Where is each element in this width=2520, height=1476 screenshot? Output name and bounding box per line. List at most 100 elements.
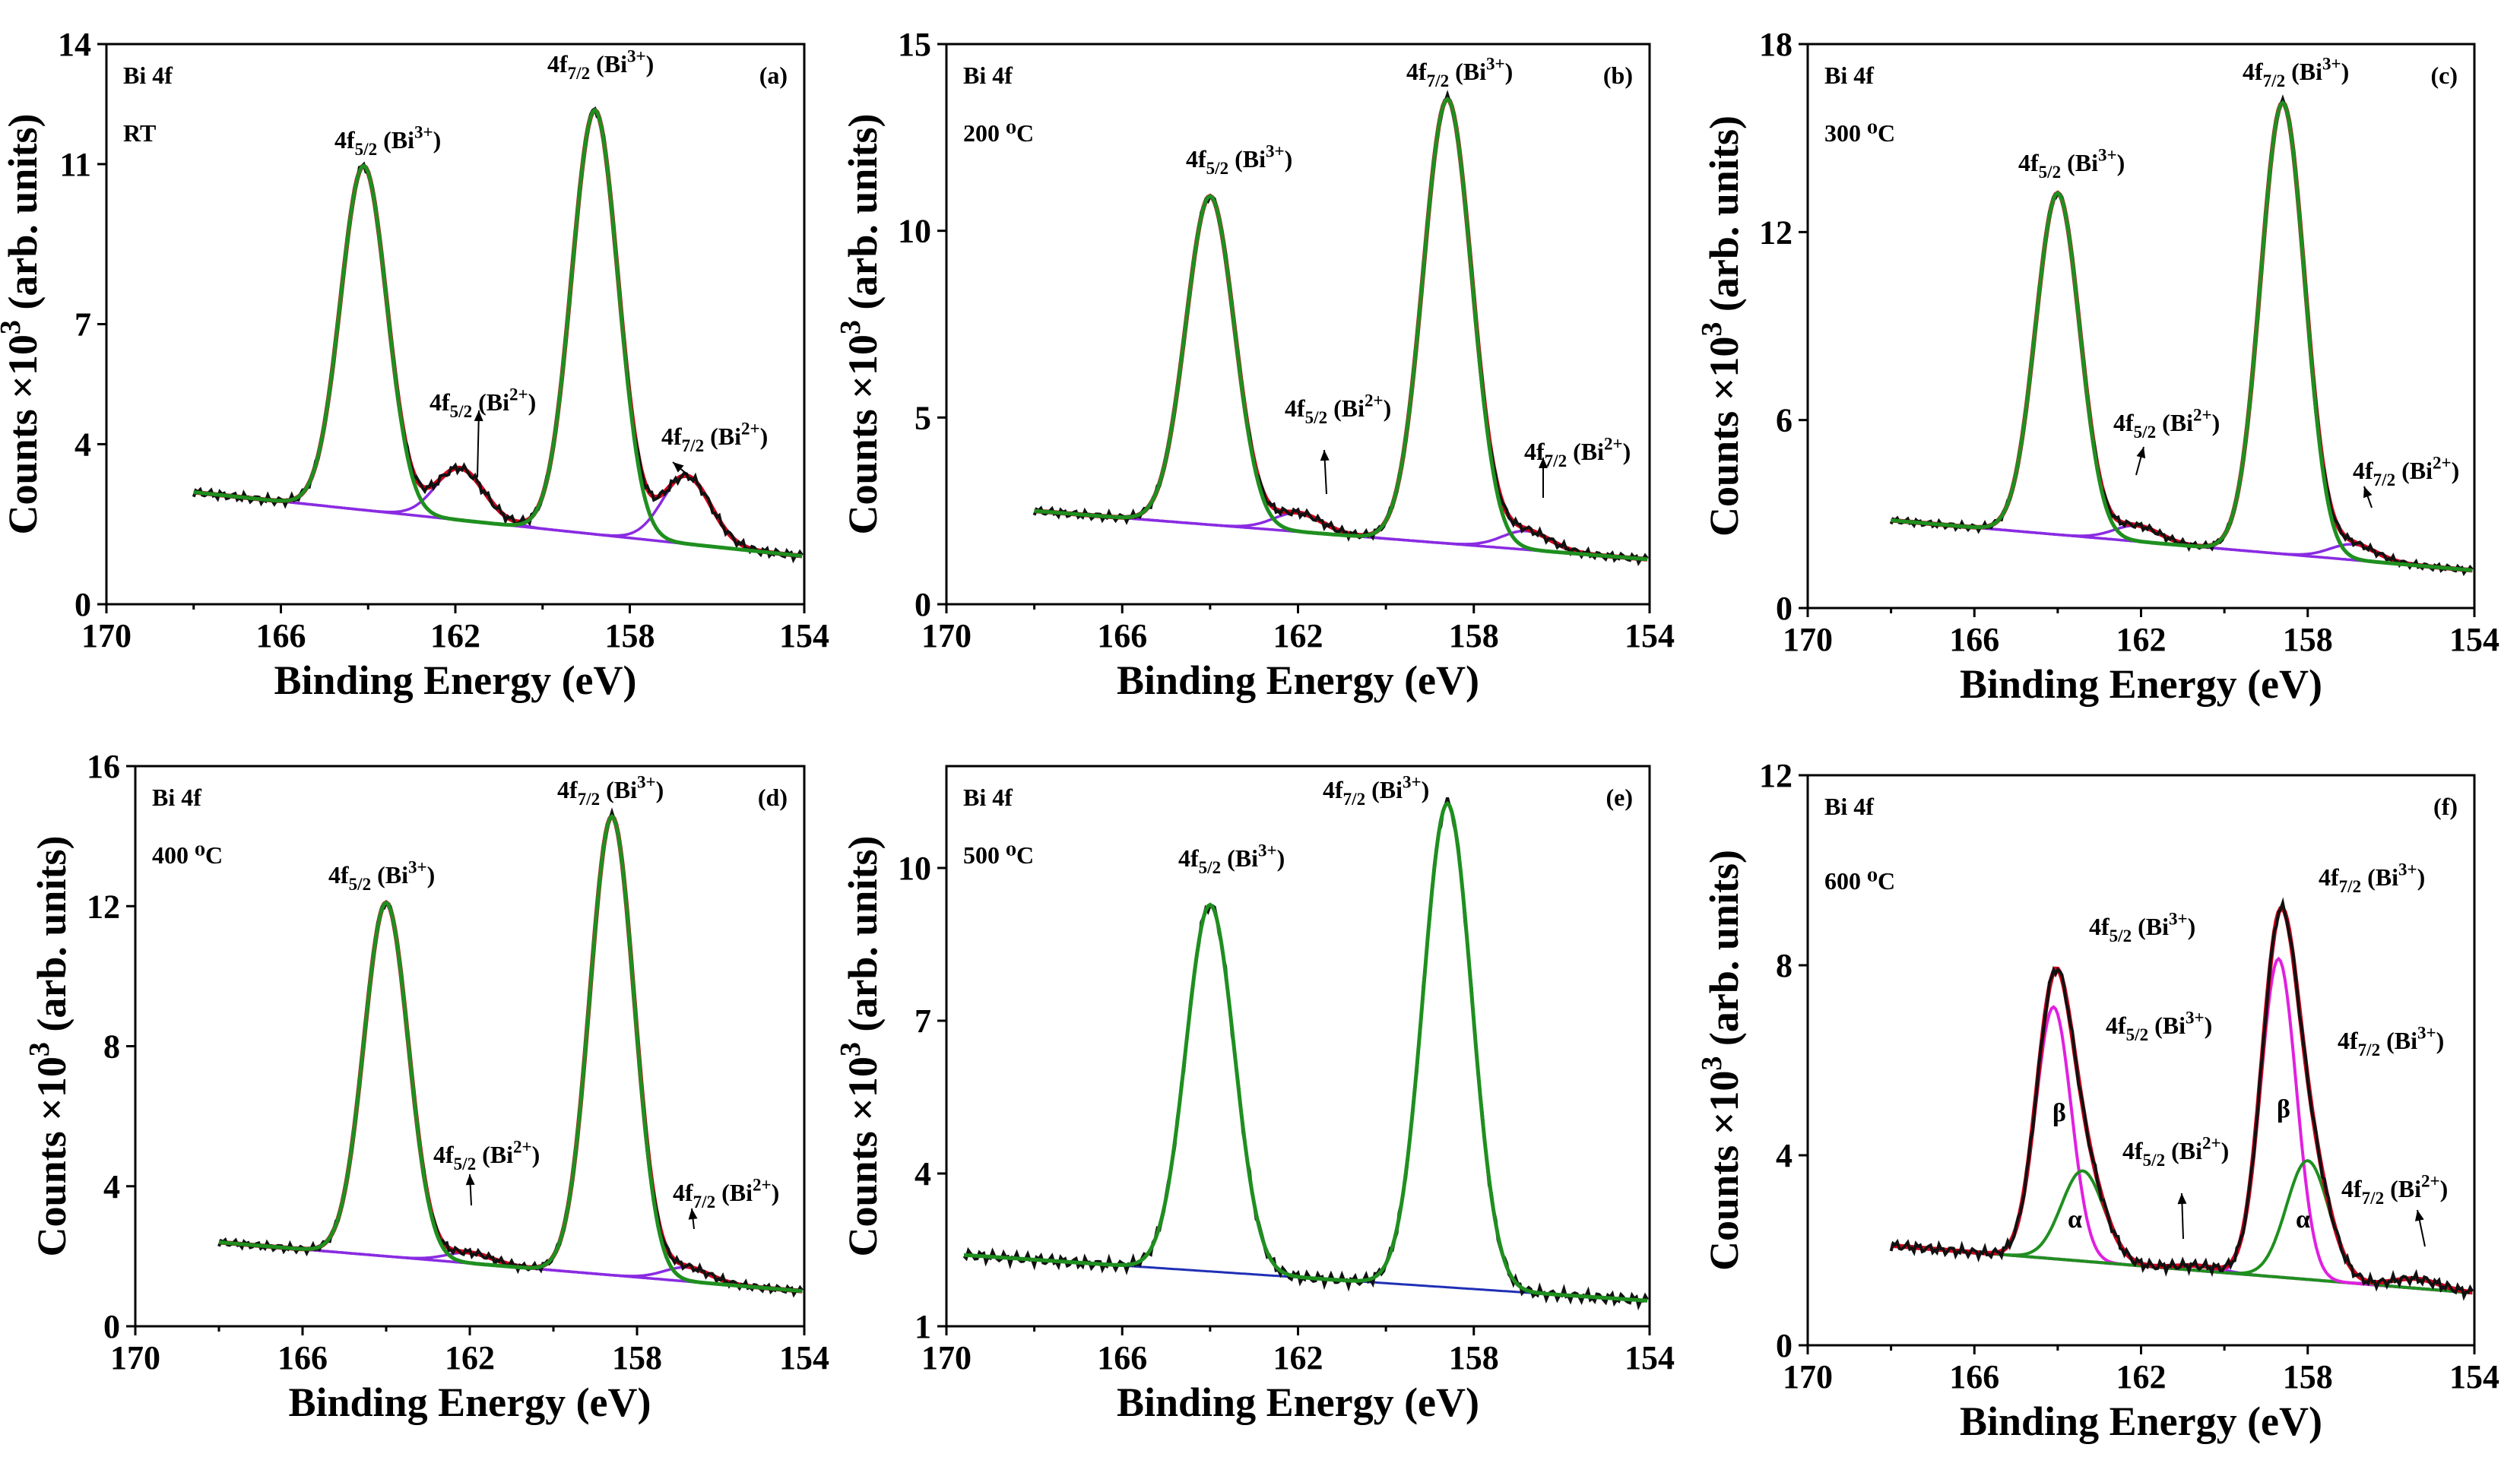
annotation-close: ) <box>1505 58 1514 85</box>
annotation-close: ) <box>2436 1027 2445 1054</box>
annotation-base: 4f <box>1323 776 1343 803</box>
annotation-close: ) <box>2117 149 2125 176</box>
y-tick-label: 6 <box>1776 402 1793 439</box>
annotation-arrowhead <box>1320 450 1330 461</box>
annotation-base: 4f <box>1406 58 1427 85</box>
beta-component-2 <box>1891 956 2473 1294</box>
annotation-base: 4f <box>1524 438 1545 465</box>
annotation-rest: (Bi <box>2395 457 2433 484</box>
annotation-base: 4f <box>661 423 682 450</box>
annotation-arrowhead <box>2177 1193 2187 1205</box>
x-tick-label: 158 <box>2283 1358 2333 1395</box>
annotation-base: 4f <box>673 1179 693 1206</box>
y-axis-title-ylabel-suffix: (arb. units) <box>840 114 886 321</box>
x-tick-label: 166 <box>1097 1339 1147 1376</box>
y-axis-title: Counts ×103 (arb. units) <box>835 114 886 535</box>
annotation-close: ) <box>2452 457 2460 484</box>
y-tick-label: 7 <box>74 306 91 344</box>
element-label: Bi 4f <box>963 784 1013 811</box>
annotation-rest: (Bi <box>704 423 741 450</box>
annotation-close: ) <box>2205 1012 2213 1039</box>
annotation-sub: 7/2 <box>2339 876 2361 896</box>
condition-label: 600 ⁰C <box>1824 867 1895 895</box>
annotation-sub: 5/2 <box>355 139 377 159</box>
x-tick-label: 162 <box>445 1339 495 1376</box>
x-tick-label: 158 <box>1449 1339 1499 1376</box>
condition-label: 300 ⁰C <box>1824 119 1895 147</box>
y-tick-label: 18 <box>1759 26 1793 63</box>
y-axis-title: Counts ×103 (arb. units) <box>1696 850 1747 1271</box>
annotation-arrowhead <box>2363 486 2373 499</box>
peak-annotation: 4f7/2 (Bi3+) <box>1323 772 1429 809</box>
fit-envelope-curve <box>1034 96 1648 562</box>
annotation-base: 4f <box>328 861 349 888</box>
annotation-rest: (Bi <box>377 126 414 154</box>
annotation-rest: (Bi <box>600 776 637 803</box>
annotation-rest: (Bi <box>1365 776 1403 803</box>
annotation-sup: 2+ <box>1604 434 1623 454</box>
y-axis-title: Counts ×103 (arb. units) <box>24 836 74 1257</box>
annotation-rest: (Bi <box>2156 409 2193 436</box>
y-tick-label: 0 <box>914 586 931 623</box>
y-axis-title-ylabel-suffix: (arb. units) <box>29 836 74 1043</box>
x-axis-title: Binding Energy (eV) <box>1960 1398 2322 1444</box>
peak-annotation: 4f5/2 (Bi2+) <box>2122 1133 2229 1170</box>
x-tick-label: 158 <box>605 617 655 654</box>
annotation-arrowhead <box>465 1174 475 1186</box>
panel-label: (e) <box>1606 784 1633 811</box>
annotation-rest: (Bi <box>590 50 627 78</box>
annotation-close: ) <box>2212 409 2220 436</box>
x-axis-title: Binding Energy (eV) <box>288 1379 651 1425</box>
panel-c: 170 166 162 158 154 0 6 12 18 Binding Energy (eV)… <box>1696 26 2499 707</box>
annotation-close: ) <box>1422 776 1430 803</box>
panel-a: 170 166 162 158 154 0 4 7 11 14 Binding Energy (eV… <box>0 26 829 703</box>
annotation-sup: 2+ <box>1365 391 1384 410</box>
panel-f: 170 166 162 158 154 0 4 8 12 Binding Energy (eV) C… <box>1696 757 2499 1444</box>
experimental-curve <box>217 807 804 1298</box>
y-axis-title-ylabel-sup: 3 <box>0 320 27 334</box>
y-tick-label: 10 <box>898 213 931 250</box>
y-tick-label: 14 <box>58 26 91 63</box>
annotation-sup: 3+ <box>414 122 433 142</box>
annotation-sup: 3+ <box>1486 54 1505 74</box>
annotation-rest: (Bi <box>715 1179 753 1206</box>
component-label: α <box>2068 1205 2082 1234</box>
y-axis-title-ylabel: Counts ×10 <box>840 334 886 534</box>
peak-annotation: 4f5/2 (Bi2+) <box>2113 405 2220 442</box>
annotation-sup: 3+ <box>2186 1008 2205 1028</box>
x-tick-label: 154 <box>779 617 829 654</box>
annotation-close: ) <box>1623 438 1631 465</box>
annotation-sub: 5/2 <box>2039 162 2061 182</box>
annotation-sup: 2+ <box>2433 453 2452 473</box>
panel-b: 170 166 162 158 154 0 5 10 15 Binding Energy (eV)… <box>835 26 1675 703</box>
annotation-sup: 3+ <box>2398 860 2417 879</box>
y-axis-title-ylabel-suffix: (arb. units) <box>0 114 46 321</box>
annotation-close: ) <box>656 776 664 803</box>
fit-envelope-curve <box>193 106 803 559</box>
annotation-sub: 7/2 <box>2358 1040 2380 1059</box>
annotation-arrowhead <box>2136 447 2146 459</box>
bi2-component-1 <box>193 474 803 558</box>
annotation-sub: 5/2 <box>1206 158 1228 178</box>
y-axis-title-ylabel: Counts ×10 <box>1701 337 1747 537</box>
annotation-sub: 7/2 <box>1427 71 1449 90</box>
annotation-rest: (Bi <box>2061 149 2098 176</box>
annotation-close: ) <box>1384 394 1392 422</box>
annotation-arrowhead <box>688 1208 698 1220</box>
peak-annotation: 4f7/2 (Bi2+) <box>2341 1171 2448 1208</box>
x-tick-label: 166 <box>1949 621 1999 658</box>
y-tick-label: 12 <box>1759 214 1793 251</box>
peak-annotation: 4f5/2 (Bi3+) <box>1186 141 1292 178</box>
y-axis-title-ylabel-sup: 3 <box>835 320 867 334</box>
element-label: Bi 4f <box>963 62 1013 89</box>
bi3-fit-curve <box>193 107 803 558</box>
experimental-curve <box>962 797 1649 1311</box>
annotation-rest: (Bi <box>472 388 509 416</box>
condition-label: 500 ⁰C <box>963 841 1034 869</box>
peak-annotation: 4f5/2 (Bi2+) <box>430 385 536 421</box>
annotation-close: ) <box>532 1141 540 1168</box>
x-tick-label: 154 <box>1625 617 1675 654</box>
annotation-arrow <box>477 410 480 478</box>
annotation-base: 4f <box>1186 145 1206 173</box>
annotation-base: 4f <box>2353 457 2373 484</box>
